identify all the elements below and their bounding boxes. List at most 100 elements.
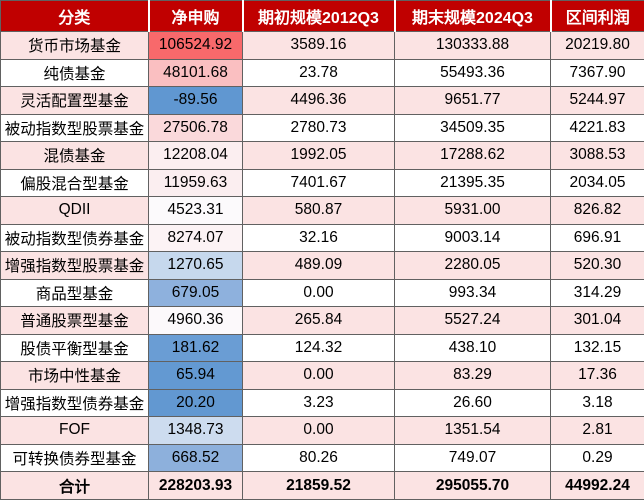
table-row: 货币市场基金 106524.92 3589.16 130333.88 20219… [0,31,644,60]
end-scale-cell: 9651.77 [394,86,551,115]
net-subscription-cell: 1270.65 [148,251,243,280]
net-subscription-cell: 679.05 [148,278,243,308]
begin-scale-cell: 4496.36 [242,86,395,115]
net-subscription-cell: 4960.36 [148,306,243,335]
begin-scale-cell: 32.16 [242,223,395,253]
end-scale-cell: 34509.35 [394,113,551,143]
table-row: 普通股票型基金 4960.36 265.84 5527.24 301.04 [0,306,644,335]
profit-cell: 314.29 [550,278,644,308]
total-end-scale-cell: 295055.70 [394,471,551,500]
category-cell: 纯债基金 [0,58,149,88]
net-subscription-cell: 27506.78 [148,113,243,143]
category-cell: 被动指数型债券基金 [0,223,149,253]
net-subscription-cell: 8274.07 [148,223,243,253]
table-row: 灵活配置型基金 -89.56 4496.36 9651.77 5244.97 [0,86,644,115]
column-header-net-subscription: 净申购 [147,0,243,32]
total-net-subscription-cell: 228203.93 [148,471,243,500]
table-row: 可转换债券型基金 668.52 80.26 749.07 0.29 [0,443,644,473]
begin-scale-cell: 2780.73 [242,113,395,143]
column-header-begin-scale: 期初规模2012Q3 [241,0,395,32]
category-cell: 增强指数型债券基金 [0,388,149,418]
begin-scale-cell: 124.32 [242,333,395,363]
net-subscription-cell: 106524.92 [148,31,243,60]
net-subscription-cell: 668.52 [148,443,243,473]
profit-cell: 3.18 [550,388,644,418]
profit-cell: 2.81 [550,416,644,445]
category-cell: 被动指数型股票基金 [0,113,149,143]
end-scale-cell: 993.34 [394,278,551,308]
begin-scale-cell: 489.09 [242,251,395,280]
end-scale-cell: 2280.05 [394,251,551,280]
end-scale-cell: 5527.24 [394,306,551,335]
net-subscription-cell: 20.20 [148,388,243,418]
table-row: 被动指数型股票基金 27506.78 2780.73 34509.35 4221… [0,113,644,143]
category-cell: 增强指数型股票基金 [0,251,149,280]
category-cell: 偏股混合型基金 [0,168,149,198]
category-cell: 普通股票型基金 [0,306,149,335]
category-cell: 货币市场基金 [0,31,149,60]
category-cell: 市场中性基金 [0,361,149,390]
category-cell: 可转换债券型基金 [0,443,149,473]
header-row: 分类 净申购 期初规模2012Q3 期末规模2024Q3 区间利润 [0,0,644,32]
net-subscription-cell: 1348.73 [148,416,243,445]
category-cell: 混债基金 [0,141,149,170]
profit-cell: 826.82 [550,196,644,225]
category-cell: FOF [0,416,149,445]
category-cell: 灵活配置型基金 [0,86,149,115]
net-subscription-cell: 65.94 [148,361,243,390]
begin-scale-cell: 3.23 [242,388,395,418]
end-scale-cell: 130333.88 [394,31,551,60]
end-scale-cell: 5931.00 [394,196,551,225]
total-category-cell: 合计 [0,471,149,500]
end-scale-cell: 1351.54 [394,416,551,445]
column-header-category: 分类 [0,0,149,32]
end-scale-cell: 438.10 [394,333,551,363]
begin-scale-cell: 23.78 [242,58,395,88]
profit-cell: 132.15 [550,333,644,363]
profit-cell: 520.30 [550,251,644,280]
column-header-end-scale: 期末规模2024Q3 [393,0,551,32]
net-subscription-cell: 11959.63 [148,168,243,198]
profit-cell: 301.04 [550,306,644,335]
table-row: QDII 4523.31 580.87 5931.00 826.82 [0,196,644,225]
category-cell: QDII [0,196,149,225]
table-row: 混债基金 12208.04 1992.05 17288.62 3088.53 [0,141,644,170]
column-header-profit: 区间利润 [549,0,644,32]
profit-cell: 4221.83 [550,113,644,143]
table-row: FOF 1348.73 0.00 1351.54 2.81 [0,416,644,445]
net-subscription-cell: -89.56 [148,86,243,115]
begin-scale-cell: 0.00 [242,361,395,390]
profit-cell: 5244.97 [550,86,644,115]
end-scale-cell: 749.07 [394,443,551,473]
table-row: 市场中性基金 65.94 0.00 83.29 17.36 [0,361,644,390]
table-row: 商品型基金 679.05 0.00 993.34 314.29 [0,278,644,308]
profit-cell: 3088.53 [550,141,644,170]
table-row: 偏股混合型基金 11959.63 7401.67 21395.35 2034.0… [0,168,644,198]
total-begin-scale-cell: 21859.52 [242,471,395,500]
begin-scale-cell: 0.00 [242,416,395,445]
profit-cell: 7367.90 [550,58,644,88]
table-row: 被动指数型债券基金 8274.07 32.16 9003.14 696.91 [0,223,644,253]
begin-scale-cell: 265.84 [242,306,395,335]
table-row: 增强指数型股票基金 1270.65 489.09 2280.05 520.30 [0,251,644,280]
profit-cell: 2034.05 [550,168,644,198]
begin-scale-cell: 80.26 [242,443,395,473]
profit-cell: 696.91 [550,223,644,253]
begin-scale-cell: 1992.05 [242,141,395,170]
profit-cell: 0.29 [550,443,644,473]
table-row: 纯债基金 48101.68 23.78 55493.36 7367.90 [0,58,644,88]
profit-cell: 20219.80 [550,31,644,60]
begin-scale-cell: 3589.16 [242,31,395,60]
begin-scale-cell: 580.87 [242,196,395,225]
begin-scale-cell: 7401.67 [242,168,395,198]
table-row: 增强指数型债券基金 20.20 3.23 26.60 3.18 [0,388,644,418]
net-subscription-cell: 4523.31 [148,196,243,225]
end-scale-cell: 17288.62 [394,141,551,170]
net-subscription-cell: 181.62 [148,333,243,363]
end-scale-cell: 9003.14 [394,223,551,253]
end-scale-cell: 55493.36 [394,58,551,88]
end-scale-cell: 21395.35 [394,168,551,198]
total-profit-cell: 44992.24 [550,471,644,500]
net-subscription-cell: 12208.04 [148,141,243,170]
